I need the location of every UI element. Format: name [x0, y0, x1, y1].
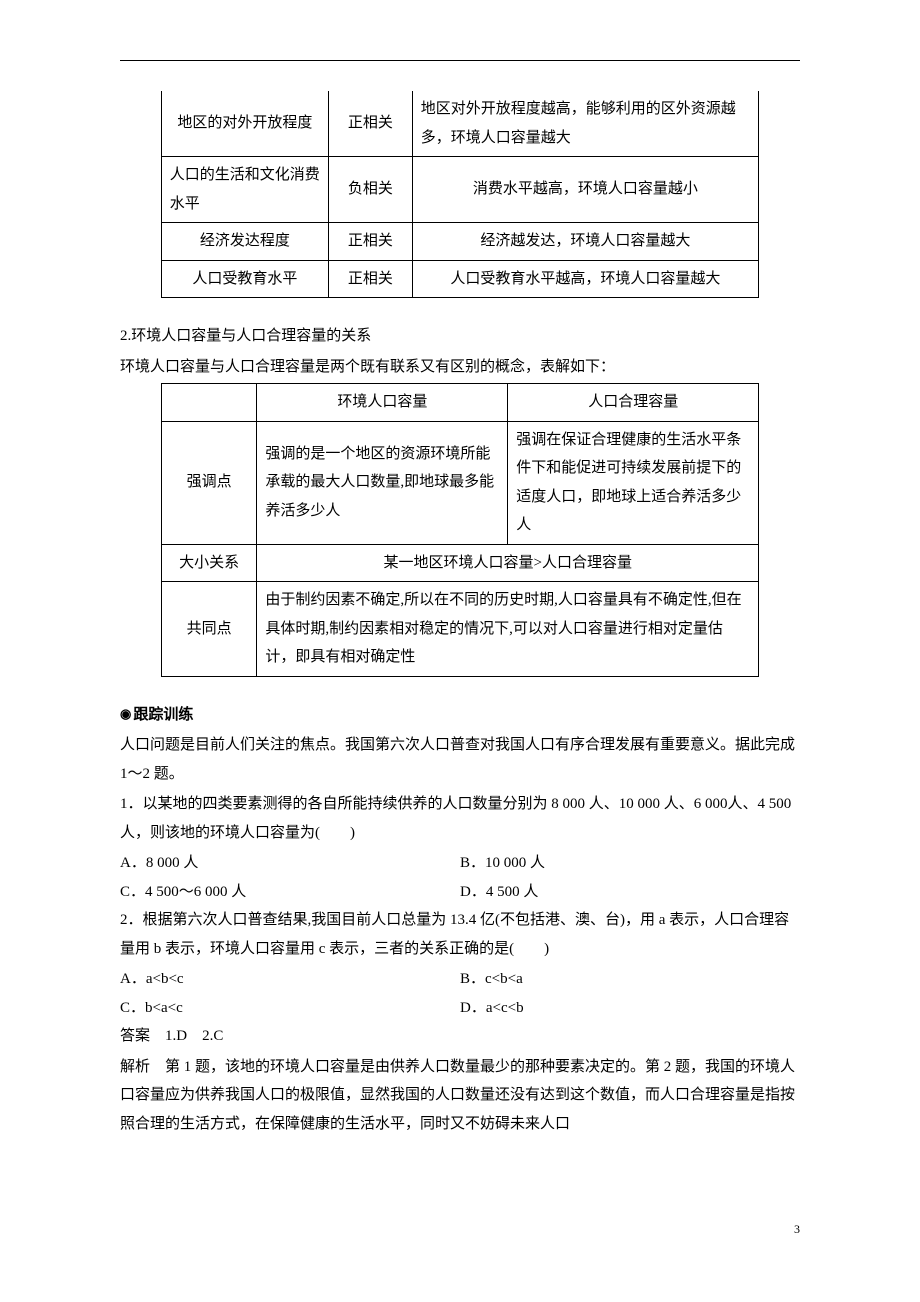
table-row: 大小关系 某一地区环境人口容量>人口合理容量	[161, 544, 758, 582]
option-b: B．c<b<a	[460, 965, 800, 994]
answer: 答案 1.D 2.C	[120, 1022, 800, 1051]
tracking-title-text: 跟踪训练	[133, 707, 193, 723]
option-d: D．4 500 人	[460, 878, 800, 907]
cell: 负相关	[329, 157, 413, 223]
cell: 人口受教育水平越高，环境人口容量越大	[412, 260, 759, 298]
cell: 共同点	[161, 582, 257, 677]
explanation: 解析 第 1 题，该地的环境人口容量是由供养人口数量最少的那种要素决定的。第 2…	[120, 1053, 800, 1139]
cell: 人口受教育水平	[161, 260, 328, 298]
cell: 经济发达程度	[161, 223, 328, 261]
header-cell	[161, 384, 257, 422]
q2-stem: 2．根据第六次人口普查结果,我国目前人口总量为 13.4 亿(不包括港、澳、台)…	[120, 906, 800, 963]
cell: 正相关	[329, 223, 413, 261]
header-cell: 环境人口容量	[257, 384, 508, 422]
table-row: 人口的生活和文化消费水平 负相关 消费水平越高，环境人口容量越小	[161, 157, 758, 223]
cell: 消费水平越高，环境人口容量越小	[412, 157, 759, 223]
cell: 地区的对外开放程度	[161, 91, 328, 157]
option-a: A．a<b<c	[120, 965, 460, 994]
top-rule	[120, 60, 800, 61]
option-c: C．4 500～6 000 人	[120, 878, 460, 907]
q1-options: A．8 000 人 B．10 000 人 C．4 500～6 000 人 D．4…	[120, 849, 800, 906]
table-row: 人口受教育水平 正相关 人口受教育水平越高，环境人口容量越大	[161, 260, 758, 298]
cell: 强调的是一个地区的资源环境所能承载的最大人口数量,即地球最多能养活多少人	[257, 421, 508, 544]
section-heading: 2.环境人口容量与人口合理容量的关系	[120, 322, 800, 351]
cell: 人口的生活和文化消费水平	[161, 157, 328, 223]
cell: 经济越发达，环境人口容量越大	[412, 223, 759, 261]
table-factors: 地区的对外开放程度 正相关 地区对外开放程度越高，能够利用的区外资源越多，环境人…	[161, 91, 759, 298]
q2-options: A．a<b<c B．c<b<a C．b<a<c D．a<c<b	[120, 965, 800, 1022]
option-c: C．b<a<c	[120, 994, 460, 1023]
cell: 强调在保证合理健康的生活水平条件下和能促进可持续发展前提下的适度人口，即地球上适…	[508, 421, 759, 544]
header-cell: 人口合理容量	[508, 384, 759, 422]
q1-stem: 1．以某地的四类要素测得的各自所能持续供养的人口数量分别为 8 000 人、10…	[120, 790, 800, 847]
bullet-icon: ◉	[120, 702, 131, 727]
cell: 由于制约因素不确定,所以在不同的历史时期,人口容量具有不确定性,但在具体时期,制…	[257, 582, 759, 677]
page-number: 3	[120, 1218, 800, 1241]
table-row: 地区的对外开放程度 正相关 地区对外开放程度越高，能够利用的区外资源越多，环境人…	[161, 91, 758, 157]
cell: 正相关	[329, 260, 413, 298]
table-row: 经济发达程度 正相关 经济越发达，环境人口容量越大	[161, 223, 758, 261]
cell: 大小关系	[161, 544, 257, 582]
cell: 强调点	[161, 421, 257, 544]
cell: 地区对外开放程度越高，能够利用的区外资源越多，环境人口容量越大	[412, 91, 759, 157]
cell: 某一地区环境人口容量>人口合理容量	[257, 544, 759, 582]
table-compare: 环境人口容量 人口合理容量 强调点 强调的是一个地区的资源环境所能承载的最大人口…	[161, 383, 759, 677]
table-row: 强调点 强调的是一个地区的资源环境所能承载的最大人口数量,即地球最多能养活多少人…	[161, 421, 758, 544]
option-d: D．a<c<b	[460, 994, 800, 1023]
tracking-title: ◉跟踪训练	[120, 701, 800, 730]
cell: 正相关	[329, 91, 413, 157]
table-row: 共同点 由于制约因素不确定,所以在不同的历史时期,人口容量具有不确定性,但在具体…	[161, 582, 758, 677]
tracking-intro: 人口问题是目前人们关注的焦点。我国第六次人口普查对我国人口有序合理发展有重要意义…	[120, 731, 800, 788]
option-b: B．10 000 人	[460, 849, 800, 878]
section-intro: 环境人口容量与人口合理容量是两个既有联系又有区别的概念，表解如下：	[120, 353, 800, 382]
option-a: A．8 000 人	[120, 849, 460, 878]
table-row: 环境人口容量 人口合理容量	[161, 384, 758, 422]
